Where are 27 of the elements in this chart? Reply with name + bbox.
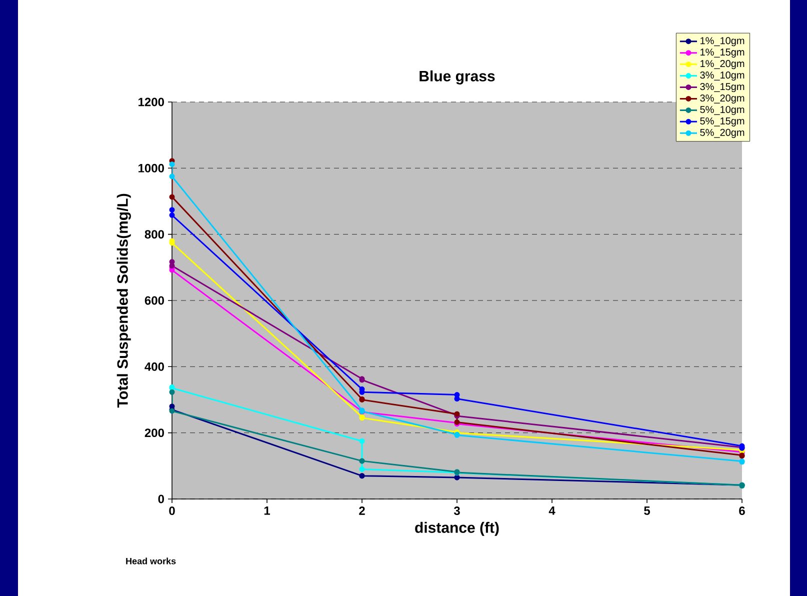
y-tick-label: 200 bbox=[144, 428, 164, 438]
y-axis-title: Total Suspended Solids(mg/L) bbox=[116, 194, 131, 408]
y-tick-label: 0 bbox=[158, 494, 164, 504]
legend-label: 3%_20gm bbox=[700, 94, 744, 104]
x-tick-label: 5 bbox=[644, 506, 650, 515]
legend-label: 5%_10gm bbox=[700, 106, 744, 116]
x-axis-title: distance (ft) bbox=[415, 522, 499, 536]
x-tick-label: 6 bbox=[739, 506, 745, 516]
y-tick-label: 1000 bbox=[138, 164, 164, 172]
x-tick-label: 3 bbox=[454, 506, 460, 516]
legend-label: 1%_15gm bbox=[700, 48, 744, 58]
y-tick-label: 1200 bbox=[138, 98, 164, 106]
chart-title: Blue grass bbox=[420, 70, 495, 84]
legend-label: 1%_10gm bbox=[700, 37, 744, 46]
x-tick-label: 4 bbox=[548, 506, 556, 515]
x-tick-label: 1 bbox=[264, 506, 270, 515]
y-tick-label: 800 bbox=[144, 230, 164, 239]
x-tick-label: 2 bbox=[359, 506, 365, 515]
legend-label: 3%_10gm bbox=[700, 72, 744, 81]
x-tick-label: 0 bbox=[169, 506, 175, 516]
legend-label: 5%_15gm bbox=[700, 117, 744, 126]
legend-label: 5%_20gm bbox=[700, 128, 744, 138]
y-tick-label: 600 bbox=[144, 296, 164, 305]
text: Head works bbox=[126, 558, 176, 564]
legend-label: 1%_20gm bbox=[700, 60, 744, 70]
legend-label: 3%_15gm bbox=[700, 83, 744, 92]
y-tick-label: 400 bbox=[144, 362, 164, 371]
